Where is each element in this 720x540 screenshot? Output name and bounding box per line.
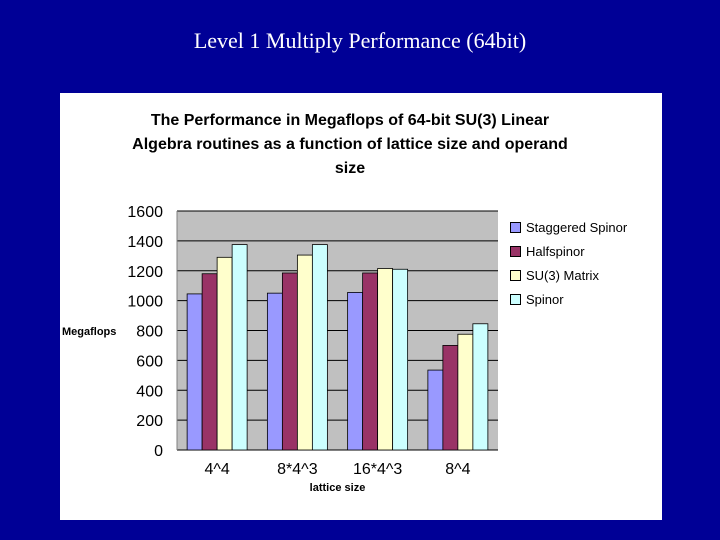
chart-legend: Staggered Spinor Halfspinor SU(3) Matrix Sp… <box>510 215 660 311</box>
y-tick-label: 1600 <box>127 204 163 221</box>
y-tick-label: 1400 <box>127 234 163 251</box>
bar <box>457 333 474 451</box>
legend-label: Spinor <box>526 291 564 307</box>
legend-item: Halfspinor <box>510 239 660 263</box>
bar <box>377 268 394 451</box>
legend-swatch <box>510 269 521 281</box>
legend-swatch <box>510 245 521 257</box>
legend-label: SU(3) Matrix <box>526 267 599 283</box>
chart-panel: 0 200 400 600 800 1000 1200 1400 1600 4^4 8*4^3 16*… <box>60 93 662 520</box>
y-tick-label: 800 <box>136 324 163 341</box>
x-tick-label: 8^4 <box>445 461 470 478</box>
chart-title: The Performance in Megaflops of 64-bit S… <box>100 109 600 181</box>
bar <box>311 244 328 451</box>
x-tick-label: 8*4^3 <box>277 461 318 478</box>
x-axis-label: lattice size <box>310 482 366 494</box>
bar <box>201 273 218 451</box>
y-tick-label: 1200 <box>127 264 163 281</box>
bar <box>296 254 313 451</box>
bar <box>266 292 283 451</box>
chart-title-line-3: size <box>334 160 366 177</box>
y-axis-label: Megaflops <box>62 326 116 338</box>
y-tick-label: 400 <box>136 383 163 400</box>
legend-swatch <box>510 221 521 233</box>
y-tick-label: 600 <box>136 353 163 370</box>
legend-swatch <box>510 293 521 305</box>
chart-title-line-1: The Performance in Megaflops of 64-bit S… <box>150 112 550 129</box>
legend-item: Spinor <box>510 287 660 311</box>
y-tick-label: 1000 <box>127 294 163 311</box>
bar <box>216 256 233 451</box>
bar <box>231 244 248 451</box>
bar <box>347 292 364 451</box>
chart-svg: 0 200 400 600 800 1000 1200 1400 1600 4^4 8*4^3 16*… <box>62 204 498 494</box>
bar <box>427 369 444 451</box>
bar <box>392 268 409 451</box>
bar <box>362 272 379 451</box>
legend-item: Staggered Spinor <box>510 215 660 239</box>
legend-label: Staggered Spinor <box>526 219 628 235</box>
bar <box>186 293 203 451</box>
legend-label: Halfspinor <box>526 243 585 259</box>
y-tick-label: 200 <box>136 413 163 430</box>
slide-title: Level 1 Multiply Performance (64bit) <box>193 28 527 53</box>
bar <box>472 323 489 451</box>
x-tick-label: 4^4 <box>204 461 229 478</box>
legend-item: SU(3) Matrix <box>510 263 660 287</box>
bar <box>442 345 459 451</box>
y-tick-label: 0 <box>154 443 163 460</box>
chart-title-line-2: Algebra routines as a function of lattic… <box>132 136 568 153</box>
x-tick-label: 16*4^3 <box>353 461 402 478</box>
bar <box>281 272 298 451</box>
